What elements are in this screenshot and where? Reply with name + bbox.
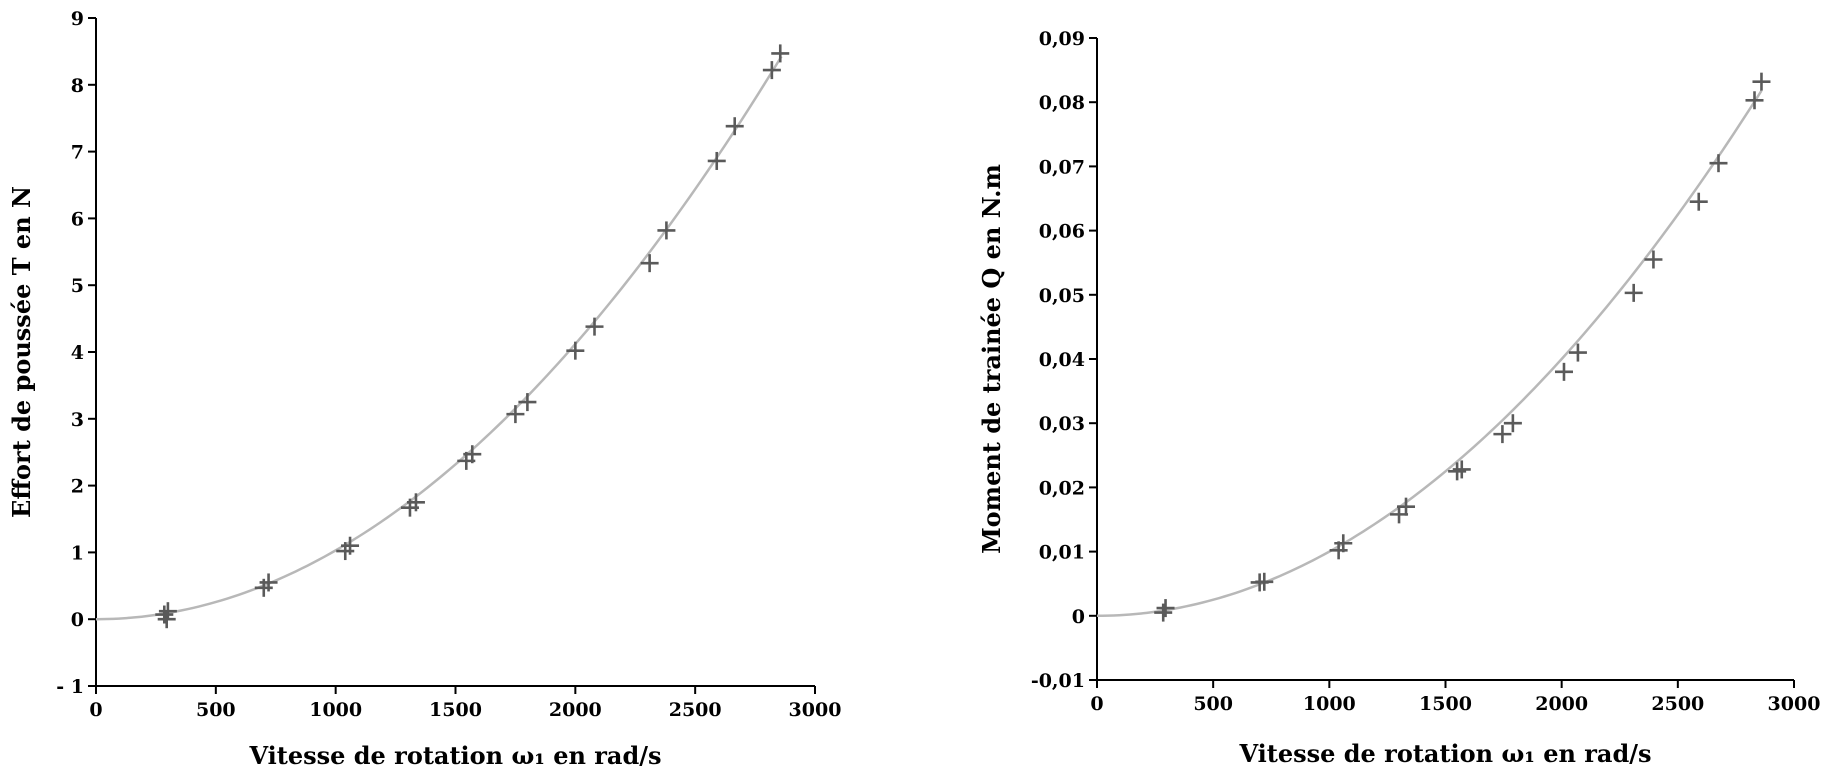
y-tick-label: 9	[71, 8, 84, 30]
data-point	[1689, 192, 1708, 211]
y-tick-label: -0,01	[1031, 670, 1085, 692]
y-axis-label: Effort de poussée T en N	[7, 186, 36, 518]
y-tick-label: 0,06	[1039, 221, 1085, 243]
data-point	[657, 221, 676, 240]
data-point	[1709, 154, 1728, 173]
data-point	[259, 573, 278, 592]
data-point	[1503, 414, 1522, 433]
x-tick-label: 1500	[1419, 693, 1472, 715]
y-tick-label: 3	[71, 409, 84, 431]
y-tick-label: 0,02	[1039, 477, 1085, 499]
y-tick-label: - 1	[56, 676, 84, 698]
x-tick-label: 1000	[1303, 693, 1356, 715]
drag-moment-chart: -0,0100,010,020,030,040,050,060,070,080,…	[977, 28, 1820, 768]
data-point	[771, 44, 790, 63]
y-tick-label: 2	[71, 476, 84, 498]
data-point	[725, 117, 744, 136]
data-point	[1452, 460, 1471, 479]
data-point	[1644, 250, 1663, 269]
data-point	[1448, 462, 1467, 481]
x-axis-label: Vitesse de rotation ω₁ en rad/s	[1238, 739, 1651, 768]
data-point	[1745, 91, 1764, 110]
x-tick-label: 2000	[549, 699, 602, 721]
data-point	[406, 493, 425, 512]
data-point	[762, 61, 781, 80]
data-point	[463, 445, 482, 464]
x-axis-label: Vitesse de rotation ω₁ en rad/s	[248, 741, 661, 770]
y-tick-label: 5	[71, 275, 84, 297]
y-tick-label: 0,03	[1039, 413, 1085, 435]
x-tick-label: 2500	[669, 699, 722, 721]
fit-curve	[1096, 90, 1763, 618]
data-point	[158, 602, 177, 621]
data-point	[341, 536, 360, 555]
x-tick-label: 0	[89, 699, 102, 721]
data-point	[1624, 283, 1643, 302]
y-tick-label: 0	[71, 609, 84, 631]
y-tick-label: 4	[71, 342, 84, 364]
x-tick-label: 3000	[1768, 693, 1821, 715]
data-point	[1154, 603, 1173, 622]
data-point	[1554, 362, 1573, 381]
y-tick-label: 0,05	[1039, 285, 1085, 307]
x-tick-label: 2000	[1535, 693, 1588, 715]
data-point	[518, 393, 537, 412]
data-point	[1752, 72, 1771, 91]
x-tick-label: 1500	[429, 699, 482, 721]
x-tick-label: 500	[1193, 693, 1233, 715]
y-tick-label: 0,07	[1039, 156, 1085, 178]
data-point	[1493, 425, 1512, 444]
data-point	[506, 405, 525, 424]
y-tick-label: 6	[71, 208, 84, 230]
y-tick-label: 0	[1072, 606, 1085, 628]
data-point	[1156, 599, 1175, 618]
data-point	[640, 254, 659, 273]
y-tick-label: 0,01	[1039, 542, 1085, 564]
data-point	[1568, 343, 1587, 362]
y-tick-label: 7	[71, 142, 84, 164]
y-tick-label: 1	[71, 542, 84, 564]
data-point	[566, 341, 585, 360]
data-point	[1397, 497, 1416, 516]
y-tick-label: 0,08	[1039, 92, 1085, 114]
fit-curve	[95, 55, 783, 621]
x-tick-label: 0	[1090, 693, 1103, 715]
data-point	[1255, 572, 1274, 591]
x-tick-label: 500	[196, 699, 236, 721]
data-point	[707, 151, 726, 170]
data-point	[155, 605, 174, 624]
y-axis-label: Moment de trainée Q en N.m	[977, 164, 1006, 554]
x-tick-label: 1000	[309, 699, 362, 721]
x-tick-label: 3000	[789, 699, 842, 721]
data-point	[1334, 534, 1353, 553]
y-tick-label: 8	[71, 75, 84, 97]
data-point	[585, 317, 604, 336]
y-tick-label: 0,04	[1039, 349, 1085, 371]
x-tick-label: 2500	[1651, 693, 1704, 715]
y-tick-label: 0,09	[1039, 28, 1085, 50]
